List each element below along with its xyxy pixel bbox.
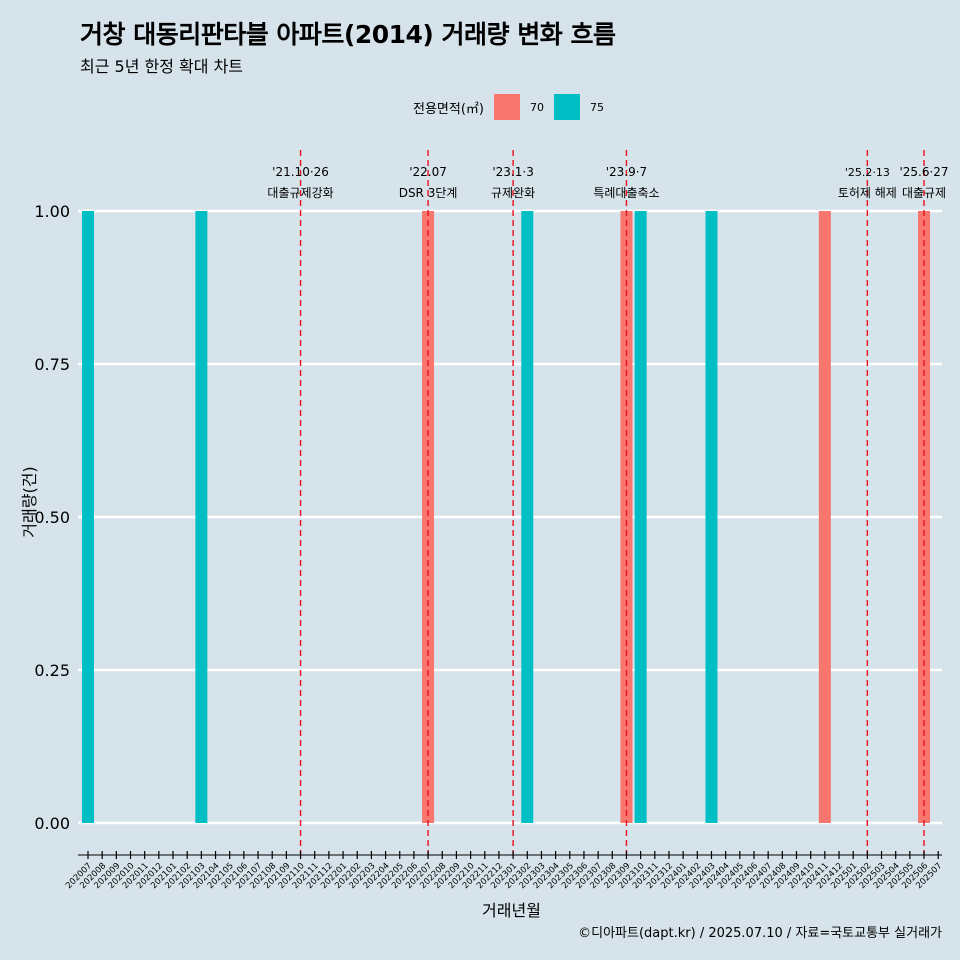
legend: 전용면적(㎡) 70 75: [413, 93, 614, 121]
legend-label-70: 70: [529, 100, 544, 114]
y-tick-label: 0.00: [34, 814, 70, 833]
bar: [195, 211, 208, 823]
source-caption: ©디아파트(dapt.kr) / 2025.07.10 / 자료=국토교통부 실…: [578, 926, 942, 941]
annotation-label: 대출규제: [902, 186, 946, 200]
bar: [918, 211, 931, 823]
annotation-date: '22.07: [409, 165, 447, 179]
bar: [82, 211, 94, 823]
annotation-date: '25.6·27: [899, 165, 948, 179]
legend-swatch-75: [553, 94, 580, 120]
y-tick-label: 0.50: [34, 508, 70, 527]
annotation-date: '25.2·13: [845, 166, 890, 179]
bar: [620, 211, 633, 823]
annotation-label: DSR 3단계: [399, 186, 458, 200]
bar: [521, 211, 534, 823]
bar: [818, 211, 831, 823]
legend-title: 전용면적(㎡): [413, 101, 484, 117]
y-tick-label: 0.75: [34, 355, 70, 374]
annotation-label: 특례대출축소: [593, 186, 659, 200]
bar: [634, 211, 647, 823]
x-axis-title: 거래년월: [482, 901, 541, 920]
legend-swatch-70: [493, 94, 520, 120]
annotation-date: '21.10·26: [272, 165, 329, 179]
bar: [705, 211, 718, 823]
annotation-label: 규제완화: [491, 186, 535, 200]
y-tick-label: 1.00: [34, 202, 70, 221]
annotation-label: 토허제 해제: [838, 186, 897, 200]
annotation-date: '23.9·7: [606, 165, 647, 179]
y-axis-title: 거래량(건): [20, 466, 39, 538]
chart-title: 거창 대동리판타블 아파트(2014) 거래량 변화 흐름: [80, 20, 616, 49]
legend-label-75: 75: [589, 100, 604, 114]
annotation-date: '23.1·3: [492, 165, 533, 179]
bar: [422, 211, 435, 823]
annotation-label: 대출규제강화: [267, 186, 333, 200]
y-tick-label: 0.25: [34, 661, 70, 680]
chart-subtitle: 최근 5년 한정 확대 차트: [80, 57, 244, 76]
